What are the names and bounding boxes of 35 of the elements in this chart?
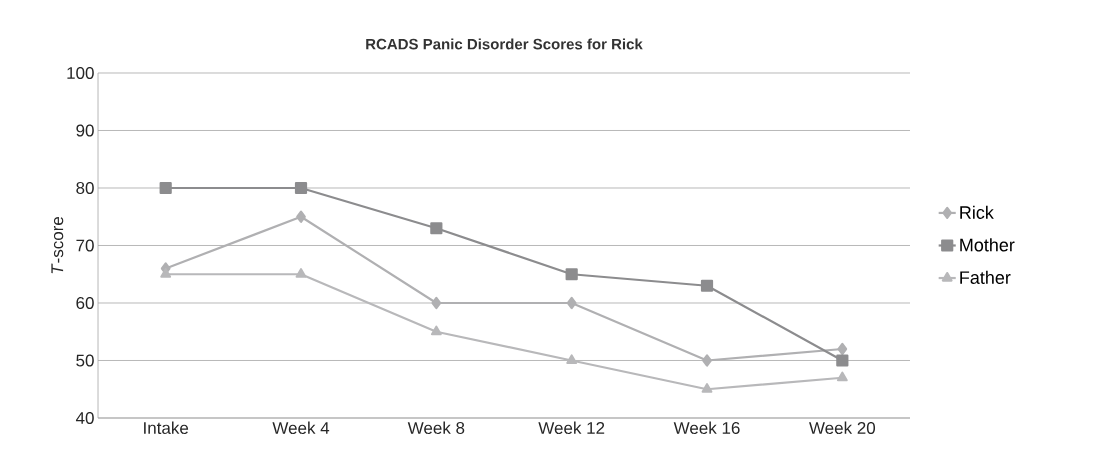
chart-title: RCADS Panic Disorder Scores for Rick xyxy=(366,38,643,50)
point xyxy=(701,383,713,393)
point xyxy=(294,181,308,195)
x-tick-label: Week 4 xyxy=(272,421,330,435)
x-tick-label: Week 20 xyxy=(809,421,876,435)
y-tick-label: 100 xyxy=(67,66,94,80)
legend-label: Rick xyxy=(960,205,994,219)
point xyxy=(566,296,577,310)
x-tick-label: Week 16 xyxy=(673,421,740,435)
y-tick-label: 60 xyxy=(76,296,94,310)
point xyxy=(431,296,442,310)
x-tick-label: Intake xyxy=(144,421,189,435)
y-tick-label: 40 xyxy=(75,411,94,425)
legend-label: Father xyxy=(960,270,1011,284)
point xyxy=(430,325,442,336)
point xyxy=(837,342,848,356)
point xyxy=(836,371,848,382)
point xyxy=(702,354,712,367)
point xyxy=(160,268,172,278)
point xyxy=(700,279,714,292)
y-tick-label: 50 xyxy=(76,354,94,367)
legend-label: Mother xyxy=(960,238,1015,252)
point xyxy=(566,354,578,365)
point xyxy=(430,222,443,235)
x-tick-label: Week 8 xyxy=(407,421,465,435)
point xyxy=(836,354,849,367)
point xyxy=(296,210,306,223)
y-tick-label: 70 xyxy=(76,239,94,252)
y-tick-label: 90 xyxy=(76,124,94,137)
point xyxy=(295,268,307,278)
point xyxy=(565,268,578,281)
y-axis-title: T-score xyxy=(51,216,64,274)
point xyxy=(159,181,172,195)
x-tick-label: Week 12 xyxy=(538,421,605,435)
y-tick-label: 80 xyxy=(76,181,94,195)
